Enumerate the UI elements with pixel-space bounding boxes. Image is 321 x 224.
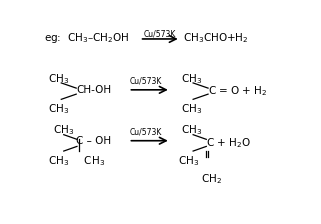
Text: CH$_3$: CH$_3$ (53, 123, 74, 137)
Text: CH$_3$: CH$_3$ (181, 72, 202, 86)
Text: CH$_3$: CH$_3$ (48, 72, 69, 86)
Text: C = O + H$_2$: C = O + H$_2$ (208, 85, 268, 99)
Text: CH$_3$: CH$_3$ (48, 155, 69, 168)
Text: CH$_3$CHO+H$_2$: CH$_3$CHO+H$_2$ (183, 31, 249, 45)
Text: CH$_3$: CH$_3$ (74, 155, 105, 168)
Text: CH$_3$: CH$_3$ (181, 102, 202, 116)
Text: CH$_3$: CH$_3$ (48, 102, 69, 116)
Text: CH-OH: CH-OH (76, 85, 111, 95)
Text: C – OH: C – OH (76, 136, 111, 146)
Text: CH$_2$: CH$_2$ (201, 172, 221, 185)
Text: C + H$_2$O: C + H$_2$O (205, 136, 251, 150)
Text: Cu/573K: Cu/573K (130, 76, 162, 85)
Text: CH$_3$: CH$_3$ (178, 155, 199, 168)
Text: Cu/573K: Cu/573K (143, 30, 176, 39)
Text: eg:  CH$_3$–CH$_2$OH: eg: CH$_3$–CH$_2$OH (44, 31, 129, 45)
Text: Cu/573K: Cu/573K (130, 128, 162, 137)
Text: CH$_3$: CH$_3$ (181, 123, 202, 137)
